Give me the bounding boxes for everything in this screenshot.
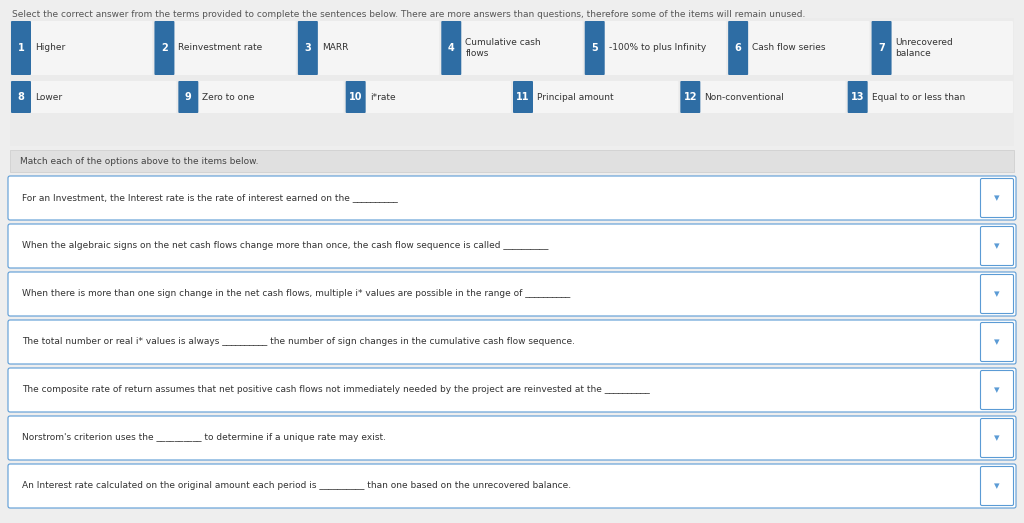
Text: 10: 10	[349, 92, 362, 102]
FancyBboxPatch shape	[298, 21, 317, 75]
Text: 6: 6	[735, 43, 741, 53]
Text: ▾: ▾	[994, 481, 999, 491]
FancyBboxPatch shape	[11, 21, 153, 75]
Text: Norstrom's criterion uses the __________ to determine if a unique rate may exist: Norstrom's criterion uses the __________…	[22, 434, 386, 442]
Text: 8: 8	[17, 92, 25, 102]
Text: Select the correct answer from the terms provided to complete the sentences belo: Select the correct answer from the terms…	[12, 10, 805, 19]
FancyBboxPatch shape	[981, 275, 1014, 313]
Text: ▾: ▾	[994, 289, 999, 299]
FancyBboxPatch shape	[871, 21, 1013, 75]
FancyBboxPatch shape	[981, 323, 1014, 361]
FancyBboxPatch shape	[346, 81, 366, 113]
FancyBboxPatch shape	[298, 21, 439, 75]
FancyBboxPatch shape	[981, 370, 1014, 410]
Text: -100% to plus Infinity: -100% to plus Infinity	[608, 43, 706, 52]
Text: Cumulative cash
flows: Cumulative cash flows	[465, 38, 541, 58]
Text: Cash flow series: Cash flow series	[753, 43, 825, 52]
Text: When there is more than one sign change in the net cash flows, multiple i* value: When there is more than one sign change …	[22, 290, 570, 299]
Text: 2: 2	[161, 43, 168, 53]
FancyBboxPatch shape	[585, 21, 605, 75]
Text: Unrecovered
balance: Unrecovered balance	[896, 38, 953, 58]
Text: Equal to or less than: Equal to or less than	[871, 93, 965, 101]
FancyBboxPatch shape	[981, 226, 1014, 266]
FancyBboxPatch shape	[441, 21, 583, 75]
Text: ▾: ▾	[994, 241, 999, 251]
Text: MARR: MARR	[322, 43, 348, 52]
Text: ▾: ▾	[994, 433, 999, 443]
FancyBboxPatch shape	[11, 21, 31, 75]
FancyBboxPatch shape	[981, 467, 1014, 506]
FancyBboxPatch shape	[848, 81, 1013, 113]
FancyBboxPatch shape	[178, 81, 199, 113]
Text: Lower: Lower	[35, 93, 62, 101]
FancyBboxPatch shape	[155, 21, 296, 75]
FancyBboxPatch shape	[8, 272, 1016, 316]
Text: ▾: ▾	[994, 337, 999, 347]
Text: Non-conventional: Non-conventional	[705, 93, 784, 101]
FancyBboxPatch shape	[981, 418, 1014, 458]
Text: 1: 1	[17, 43, 25, 53]
FancyBboxPatch shape	[8, 464, 1016, 508]
FancyBboxPatch shape	[848, 81, 867, 113]
FancyBboxPatch shape	[441, 21, 461, 75]
Text: 11: 11	[516, 92, 529, 102]
Text: For an Investment, the Interest rate is the rate of interest earned on the _____: For an Investment, the Interest rate is …	[22, 194, 397, 202]
FancyBboxPatch shape	[981, 178, 1014, 218]
Text: 12: 12	[684, 92, 697, 102]
FancyBboxPatch shape	[346, 81, 511, 113]
Text: 4: 4	[447, 43, 455, 53]
FancyBboxPatch shape	[728, 21, 869, 75]
FancyBboxPatch shape	[11, 81, 176, 113]
FancyBboxPatch shape	[728, 21, 749, 75]
FancyBboxPatch shape	[680, 81, 700, 113]
Text: 7: 7	[879, 43, 885, 53]
Text: 9: 9	[185, 92, 191, 102]
FancyBboxPatch shape	[585, 21, 726, 75]
FancyBboxPatch shape	[178, 81, 344, 113]
Text: i*rate: i*rate	[370, 93, 395, 101]
Text: 5: 5	[591, 43, 598, 53]
Text: Reinvestment rate: Reinvestment rate	[178, 43, 263, 52]
Text: 13: 13	[851, 92, 864, 102]
FancyBboxPatch shape	[680, 81, 846, 113]
FancyBboxPatch shape	[513, 81, 534, 113]
FancyBboxPatch shape	[871, 21, 892, 75]
Text: ▾: ▾	[994, 193, 999, 203]
FancyBboxPatch shape	[8, 224, 1016, 268]
FancyBboxPatch shape	[8, 320, 1016, 364]
Text: Zero to one: Zero to one	[203, 93, 255, 101]
Text: When the algebraic signs on the net cash flows change more than once, the cash f: When the algebraic signs on the net cash…	[22, 242, 549, 251]
FancyBboxPatch shape	[11, 81, 31, 113]
Text: The total number or real i* values is always __________ the number of sign chang: The total number or real i* values is al…	[22, 337, 575, 347]
FancyBboxPatch shape	[155, 21, 174, 75]
Text: 3: 3	[304, 43, 311, 53]
Text: ▾: ▾	[994, 385, 999, 395]
Bar	[10, 150, 1014, 172]
Text: Match each of the options above to the items below.: Match each of the options above to the i…	[20, 156, 258, 165]
Text: An Interest rate calculated on the original amount each period is __________ tha: An Interest rate calculated on the origi…	[22, 482, 571, 491]
FancyBboxPatch shape	[8, 176, 1016, 220]
Text: Principal amount: Principal amount	[537, 93, 613, 101]
FancyBboxPatch shape	[8, 368, 1016, 412]
FancyBboxPatch shape	[513, 81, 678, 113]
Bar	[10, 18, 1014, 146]
Text: The composite rate of return assumes that net positive cash flows not immediatel: The composite rate of return assumes tha…	[22, 385, 650, 394]
FancyBboxPatch shape	[8, 416, 1016, 460]
Text: Higher: Higher	[35, 43, 66, 52]
